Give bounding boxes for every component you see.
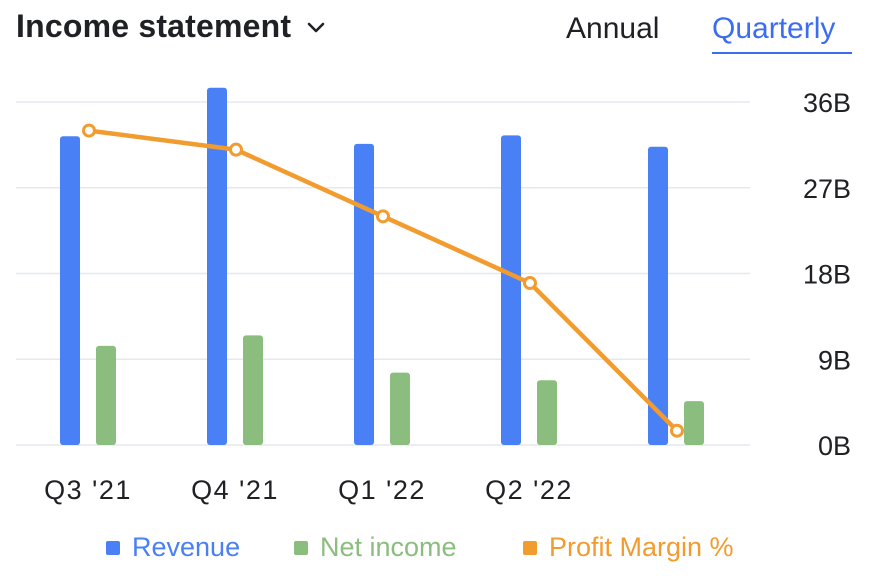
y-axis-ticks: 36B 27B 18B 9B 0B <box>803 88 851 461</box>
profit-margin-point[interactable] <box>82 123 96 138</box>
profit-margin-point[interactable] <box>523 276 537 291</box>
profit-margin-point[interactable] <box>229 142 243 157</box>
tab-quarterly-underline <box>712 52 852 54</box>
x-tick-label-q2-22: Q2 '22 <box>485 475 573 505</box>
chart-header: Income statement Annual Quarterly <box>0 0 872 70</box>
legend-item-revenue[interactable]: Revenue <box>106 532 240 563</box>
legend-label-profit-margin: Profit Margin % <box>549 532 734 562</box>
chevron-down-icon[interactable] <box>305 17 327 39</box>
page-title: Income statement <box>16 8 292 44</box>
y-tick-label: 0B <box>818 431 851 461</box>
bar-revenue[interactable] <box>501 135 521 445</box>
legend-swatch-net-income <box>294 540 308 555</box>
bar-net-income[interactable] <box>96 345 116 445</box>
legend-item-profit-margin[interactable]: Profit Margin % <box>523 532 734 563</box>
bar-net-income[interactable] <box>684 401 704 445</box>
x-axis-ticks: Q3 '21 Q4 '21 Q1 '22 Q2 '22 <box>44 475 573 505</box>
profit-margin-line-layer <box>82 123 684 438</box>
profit-margin-line <box>86 128 680 433</box>
profit-margin-point[interactable] <box>670 423 684 438</box>
bar-net-income[interactable] <box>390 372 410 445</box>
bar-revenue[interactable] <box>207 87 227 445</box>
x-tick-label-q4-21: Q4 '21 <box>191 475 279 505</box>
y-tick-label: 27B <box>803 174 851 204</box>
y-tick-label: 18B <box>803 260 851 290</box>
legend-label-net-income: Net income <box>320 532 457 562</box>
x-tick-label-q3-21: Q3 '21 <box>44 475 132 505</box>
legend: Revenue Net income Profit Margin % <box>0 532 872 568</box>
tab-quarterly[interactable]: Quarterly <box>712 12 836 45</box>
bar-net-income[interactable] <box>537 380 557 445</box>
tab-annual[interactable]: Annual <box>566 12 660 45</box>
legend-item-net-income[interactable]: Net income <box>294 532 457 563</box>
statement-selector[interactable]: Income statement <box>16 8 327 45</box>
bar-net-income[interactable] <box>243 335 263 445</box>
profit-margin-point[interactable] <box>376 209 390 224</box>
income-chart: 36B 27B 18B 9B 0B Q3 '21 Q4 '21 Q1 '22 Q2 '22 <box>16 87 851 505</box>
bar-revenue[interactable] <box>354 143 374 445</box>
x-tick-label-q1-22: Q1 '22 <box>338 475 426 505</box>
bar-revenue[interactable] <box>60 136 80 446</box>
legend-swatch-profit-margin <box>523 540 537 555</box>
grid-lines <box>16 101 750 446</box>
y-tick-label: 9B <box>818 345 851 375</box>
bars <box>60 87 704 446</box>
y-tick-label: 36B <box>803 88 851 118</box>
legend-swatch-revenue <box>106 540 120 555</box>
bar-revenue[interactable] <box>648 146 668 445</box>
legend-label-revenue: Revenue <box>132 532 241 562</box>
